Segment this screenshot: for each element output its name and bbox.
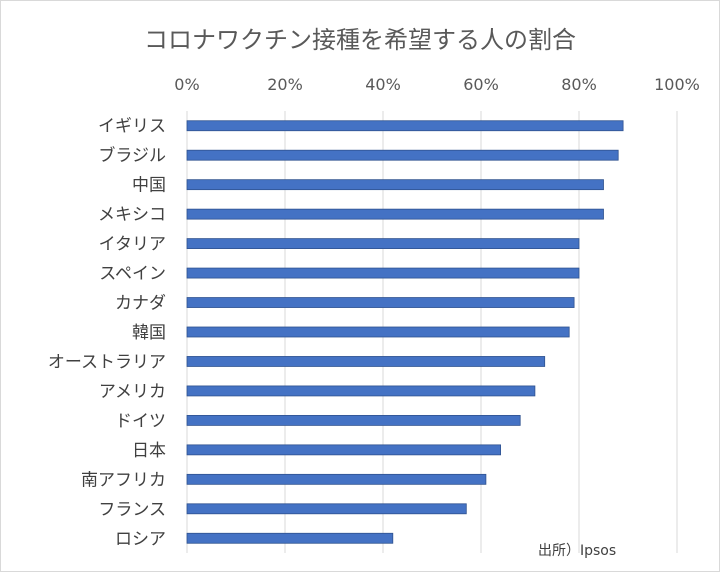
category-label: 南アフリカ [81, 470, 166, 490]
bar [186, 414, 521, 426]
bar [186, 503, 467, 515]
category-label: イタリア [99, 235, 166, 255]
bar [186, 267, 580, 279]
category-label: 中国 [132, 176, 166, 196]
chart-title: コロナワクチン接種を希望する人の割合 [144, 26, 576, 54]
category-label: メキシコ [98, 205, 166, 225]
x-tick-label: 0% [174, 75, 199, 94]
category-label: カナダ [115, 294, 166, 314]
bar [186, 297, 575, 308]
bar [186, 238, 580, 250]
bar [186, 326, 570, 338]
bar [186, 385, 536, 397]
category-label: ブラジル [98, 145, 166, 166]
category-label: フランス [98, 500, 166, 520]
x-tick-label: 60% [463, 75, 499, 94]
category-label: 日本 [132, 441, 166, 461]
bar [186, 120, 624, 132]
category-label: スペイン [99, 264, 166, 284]
category-label: ドイツ [115, 411, 166, 431]
bar [186, 532, 394, 544]
category-label: ロシア [115, 529, 166, 549]
category-label: イギリス [98, 117, 166, 137]
x-tick-label: 40% [365, 75, 401, 94]
category-label: アメリカ [99, 382, 166, 402]
source-annotation: 出所）Ipsos [538, 543, 617, 559]
bar [186, 179, 604, 191]
x-tick-label: 20% [267, 75, 303, 94]
bar [186, 149, 619, 161]
bar [186, 444, 502, 456]
bar [186, 356, 546, 367]
category-label: オーストラリア [48, 352, 166, 372]
x-tick-label: 100% [654, 75, 700, 94]
x-tick-label: 80% [561, 75, 597, 94]
bar [186, 473, 487, 485]
category-label: 韓国 [132, 323, 166, 343]
bar [186, 208, 604, 220]
